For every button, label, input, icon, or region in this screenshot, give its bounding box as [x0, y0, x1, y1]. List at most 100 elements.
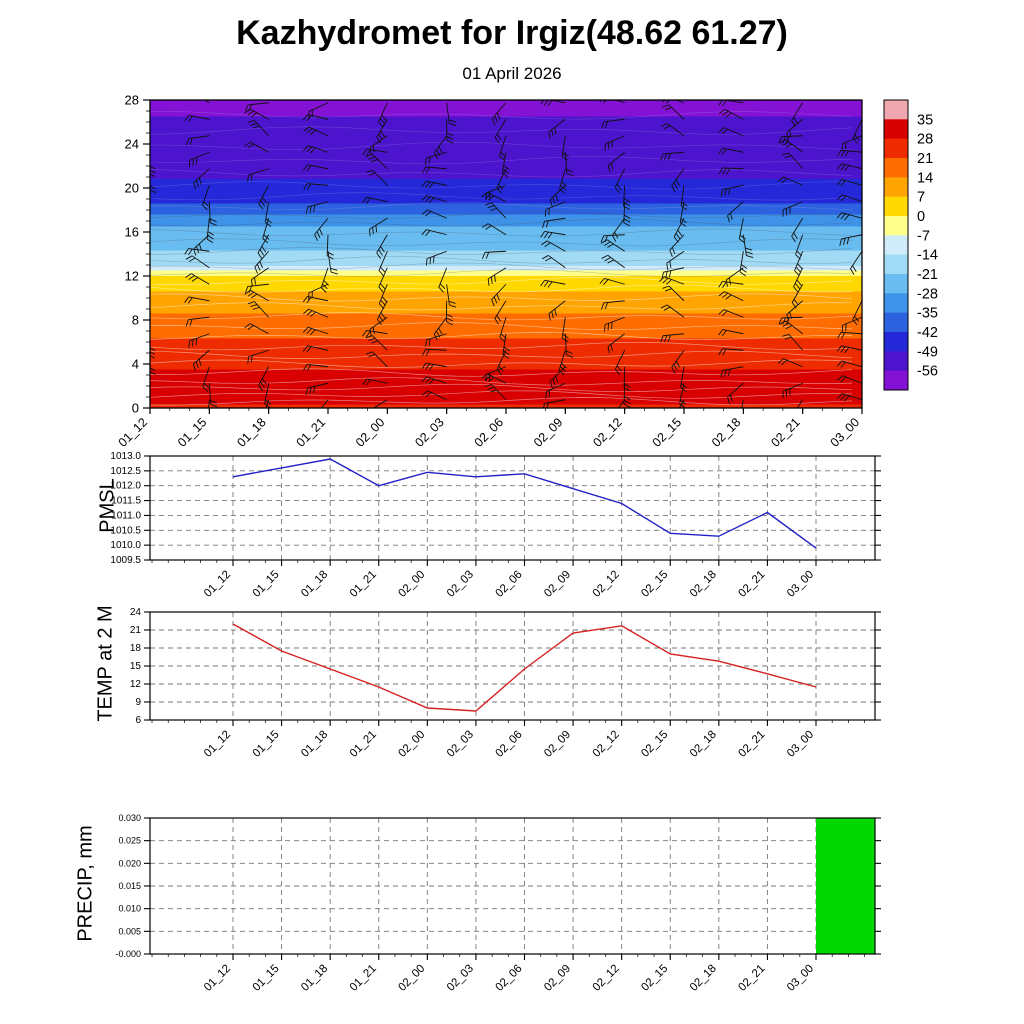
- svg-text:0.025: 0.025: [118, 836, 141, 846]
- svg-text:02_21: 02_21: [736, 729, 767, 760]
- svg-text:1012.5: 1012.5: [110, 466, 141, 477]
- svg-text:-56: -56: [917, 364, 938, 380]
- svg-text:4: 4: [132, 357, 139, 372]
- svg-text:0.010: 0.010: [118, 904, 141, 914]
- svg-text:01_12: 01_12: [202, 729, 233, 760]
- svg-text:-7: -7: [917, 228, 930, 244]
- pmsl-axis-title: PMSL: [96, 478, 119, 533]
- svg-text:01_15: 01_15: [251, 569, 282, 600]
- svg-text:01_12: 01_12: [202, 569, 233, 600]
- svg-text:0: 0: [917, 209, 925, 225]
- svg-text:02_15: 02_15: [639, 569, 670, 600]
- precip-panel: 0.030 0.025 0.020 0.015 0.010 0.005 -0.000 01_1…: [115, 813, 881, 994]
- svg-text:1010.5: 1010.5: [110, 525, 141, 536]
- svg-text:-49: -49: [917, 344, 938, 360]
- svg-text:02_15: 02_15: [639, 729, 670, 760]
- svg-text:02_06: 02_06: [494, 729, 525, 760]
- svg-text:03_00: 03_00: [785, 963, 816, 994]
- svg-text:7: 7: [917, 190, 925, 206]
- page-subtitle: 01 April 2026: [462, 64, 562, 83]
- svg-text:02_18: 02_18: [688, 569, 719, 600]
- svg-text:01_12: 01_12: [116, 415, 151, 450]
- svg-text:02_18: 02_18: [688, 963, 719, 994]
- pmsl-panel: 1013.0 1012.5 1012.0 1011.5 1011.0 1010.5 1010…: [110, 451, 881, 600]
- temp2m-axis-title: TEMP at 2 M: [94, 605, 117, 722]
- svg-text:-14: -14: [917, 248, 938, 264]
- svg-text:01_18: 01_18: [299, 569, 330, 600]
- svg-text:24: 24: [125, 137, 139, 152]
- svg-text:01_15: 01_15: [251, 729, 282, 760]
- svg-text:02_00: 02_00: [396, 729, 427, 760]
- svg-text:12: 12: [125, 269, 139, 284]
- svg-text:02_03: 02_03: [445, 963, 476, 994]
- svg-text:02_06: 02_06: [494, 963, 525, 994]
- svg-text:02_12: 02_12: [591, 729, 622, 760]
- svg-text:-0.000: -0.000: [115, 949, 141, 959]
- svg-text:02_00: 02_00: [396, 963, 427, 994]
- svg-text:01_21: 01_21: [348, 963, 379, 994]
- svg-text:8: 8: [132, 313, 139, 328]
- svg-text:21: 21: [917, 151, 933, 167]
- svg-text:-35: -35: [917, 306, 938, 322]
- svg-text:01_21: 01_21: [294, 415, 329, 450]
- svg-text:02_03: 02_03: [445, 729, 476, 760]
- svg-text:02_18: 02_18: [709, 415, 744, 450]
- svg-text:02_09: 02_09: [542, 569, 573, 600]
- svg-text:1009.5: 1009.5: [110, 555, 141, 566]
- svg-text:24: 24: [130, 607, 142, 618]
- svg-text:02_21: 02_21: [736, 569, 767, 600]
- svg-text:28: 28: [917, 132, 933, 148]
- svg-text:0.020: 0.020: [118, 858, 141, 868]
- svg-text:02_21: 02_21: [736, 963, 767, 994]
- svg-text:0.015: 0.015: [118, 881, 141, 891]
- svg-text:1013.0: 1013.0: [110, 451, 141, 462]
- svg-text:-21: -21: [917, 267, 938, 283]
- svg-text:9: 9: [135, 697, 141, 708]
- svg-text:35: 35: [917, 112, 933, 128]
- svg-text:0: 0: [132, 401, 139, 416]
- svg-text:-28: -28: [917, 286, 938, 302]
- svg-text:02_15: 02_15: [650, 415, 685, 450]
- svg-text:02_12: 02_12: [590, 415, 625, 450]
- svg-text:1011.5: 1011.5: [111, 496, 141, 507]
- svg-text:02_18: 02_18: [688, 729, 719, 760]
- svg-text:01_12: 01_12: [202, 963, 233, 994]
- svg-text:02_06: 02_06: [494, 569, 525, 600]
- svg-text:03_00: 03_00: [828, 415, 863, 450]
- temp2m-panel: 24 21 18 15 12 9 6 01_12 01_15 01_18 01_21 02_00 02_…: [130, 607, 881, 760]
- svg-text:01_18: 01_18: [299, 729, 330, 760]
- svg-text:1010.0: 1010.0: [110, 540, 141, 551]
- svg-text:14: 14: [917, 170, 933, 186]
- svg-text:15: 15: [130, 661, 142, 672]
- svg-text:20: 20: [125, 181, 139, 196]
- svg-text:0.030: 0.030: [118, 813, 141, 823]
- svg-text:01_18: 01_18: [299, 963, 330, 994]
- svg-text:03_00: 03_00: [785, 569, 816, 600]
- svg-text:02_15: 02_15: [639, 963, 670, 994]
- svg-text:01_18: 01_18: [234, 415, 269, 450]
- svg-text:01_21: 01_21: [348, 569, 379, 600]
- svg-text:02_00: 02_00: [396, 569, 427, 600]
- svg-text:28: 28: [125, 93, 139, 108]
- svg-text:1011.0: 1011.0: [111, 510, 141, 521]
- svg-text:02_09: 02_09: [542, 729, 573, 760]
- svg-text:02_21: 02_21: [768, 415, 803, 450]
- svg-text:16: 16: [125, 225, 139, 240]
- svg-text:0.005: 0.005: [118, 926, 141, 936]
- svg-text:-42: -42: [917, 325, 938, 341]
- precip-axis-title: PRECIP, mm: [74, 825, 97, 942]
- svg-text:02_03: 02_03: [445, 569, 476, 600]
- svg-text:03_00: 03_00: [785, 729, 816, 760]
- svg-text:21: 21: [130, 625, 142, 636]
- svg-text:02_09: 02_09: [542, 963, 573, 994]
- page-title: Kazhydromet for Irgiz(48.62 61.27): [236, 14, 788, 52]
- svg-text:02_03: 02_03: [412, 415, 447, 450]
- svg-text:01_15: 01_15: [251, 963, 282, 994]
- svg-text:01_21: 01_21: [348, 729, 379, 760]
- svg-text:12: 12: [130, 679, 142, 690]
- svg-text:6: 6: [135, 715, 141, 726]
- svg-text:02_12: 02_12: [591, 569, 622, 600]
- svg-text:18: 18: [130, 643, 142, 654]
